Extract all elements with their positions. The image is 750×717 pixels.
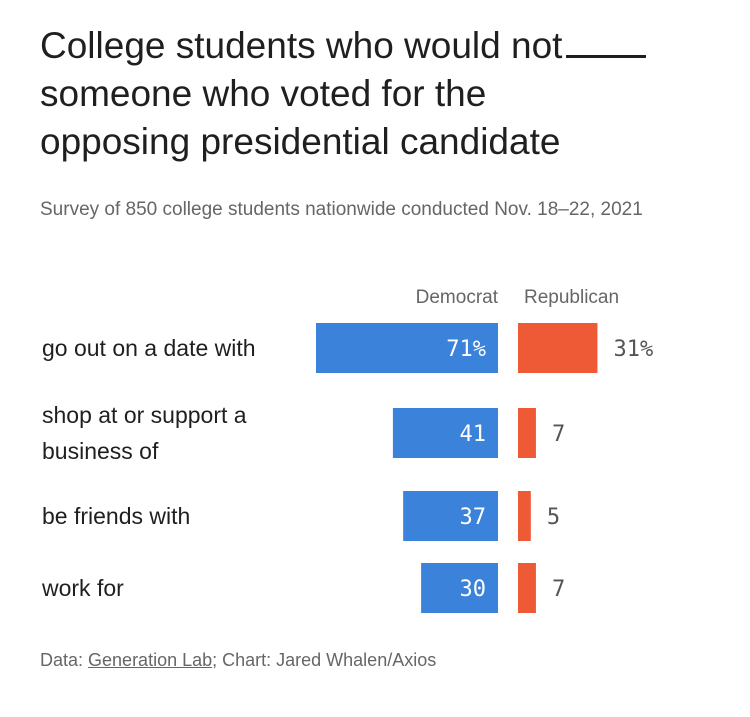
chart-title: College students who would not someone w…: [40, 22, 730, 166]
republican-bar: [518, 323, 598, 373]
democrat-bar: [421, 563, 498, 613]
category-label: business of: [42, 438, 159, 464]
source-link[interactable]: Generation Lab: [88, 650, 213, 670]
footer-data-prefix: Data:: [40, 650, 89, 670]
democrat-value-label: 30: [460, 577, 487, 602]
republican-bar: [518, 408, 536, 458]
chart-footer: Data: Generation Lab; Chart: Jared Whale…: [40, 650, 436, 671]
legend-republican: Republican: [524, 287, 619, 308]
title-line-2: someone who voted for the: [40, 73, 487, 114]
chart-subtitle: Survey of 850 college students nationwid…: [40, 199, 643, 220]
legend-democrat: Democrat: [416, 287, 499, 308]
republican-value-label: 7: [552, 577, 565, 602]
democrat-bar: [316, 323, 498, 373]
title-line-3: opposing presidential candidate: [40, 121, 561, 162]
footer-credit: ; Chart: Jared Whalen/Axios: [212, 650, 437, 670]
category-label: work for: [41, 575, 124, 601]
republican-value-label: 7: [552, 422, 565, 447]
democrat-value-label: 37: [460, 505, 487, 530]
category-label: go out on a date with: [42, 335, 256, 361]
democrat-bar: [392, 408, 498, 458]
democrat-value-label: 71%: [446, 337, 486, 362]
category-label: be friends with: [42, 503, 190, 529]
title-blank: [566, 25, 647, 58]
democrat-value-label: 41: [460, 422, 487, 447]
republican-value-label: 5: [547, 505, 560, 530]
democrat-bar: [403, 491, 498, 541]
bar-chart: Democrat Republican go out on a date with 7…: [41, 287, 653, 613]
republican-value-label: 31%: [613, 337, 653, 362]
republican-bar: [518, 491, 531, 541]
republican-bar: [518, 563, 536, 613]
title-line-1: College students who would not: [40, 25, 563, 66]
category-label: shop at or support a: [42, 402, 247, 428]
